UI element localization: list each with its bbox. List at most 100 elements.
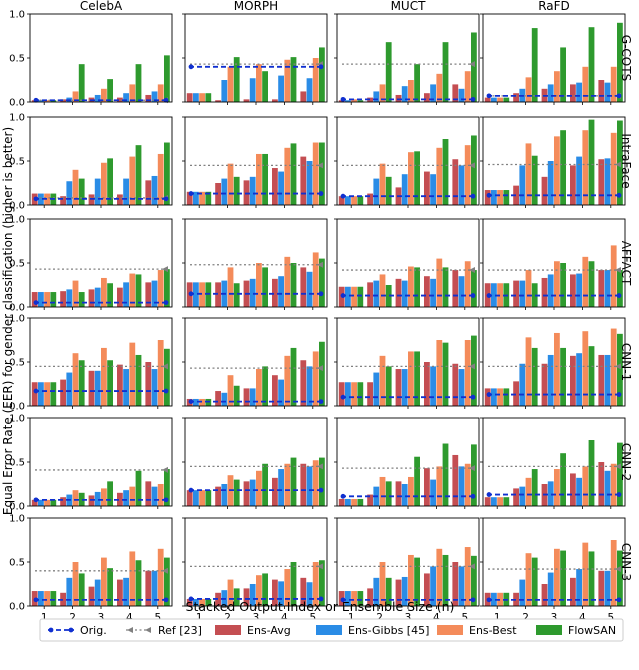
ref-arrow-marker: [317, 365, 323, 372]
bar-ens-gibbs-1: [38, 193, 44, 205]
bar-flowsan-3: [560, 550, 566, 606]
bar-ens-avg-2: [215, 100, 221, 102]
bar-ens-avg-2: [60, 497, 66, 506]
bar-flowsan-3: [262, 153, 268, 205]
bar-ens-best-2: [525, 553, 532, 606]
x-tick-label-3: 3: [98, 612, 105, 624]
panel-intraface-celeba: 0.0 0.5 1.0: [9, 113, 173, 212]
bar-ens-avg-2: [215, 391, 221, 406]
bar-ens-best-3: [554, 71, 560, 102]
panel-cnn-3-celeba: 0.0 0.5 1.0 1 2 3 4 5: [9, 514, 173, 624]
bar-ens-gibbs-3: [249, 278, 256, 307]
x-tick-label-4: 4: [579, 612, 586, 624]
legend-marker-orig-left: [48, 627, 54, 633]
bar-flowsan-3: [262, 71, 268, 102]
bar-flowsan-2: [531, 469, 538, 506]
bar-ens-avg-5: [452, 270, 459, 307]
bar-ens-best-3: [256, 64, 262, 102]
bar-flowsan-5: [471, 335, 477, 406]
bar-ens-avg-3: [395, 278, 402, 307]
orig-marker-right: [318, 291, 324, 297]
bar-ens-best-4: [129, 84, 136, 102]
bar-flowsan-5: [617, 550, 623, 606]
bar-ens-best-3: [408, 554, 414, 606]
bar-ens-avg-2: [513, 93, 519, 102]
panel-cnn-1-rafd: [480, 317, 626, 409]
bar-ens-gibbs-4: [123, 369, 129, 406]
bar-ens-best-4: [129, 551, 136, 606]
bar-ens-avg-2: [215, 282, 221, 307]
x-tick-label-2: 2: [522, 612, 529, 624]
bar-ens-best-1: [199, 93, 205, 102]
row-headers: G-COTS IntraFace AFFACT CNN-1 CNN-2 CNN-3: [619, 35, 633, 581]
bar-flowsan-4: [135, 354, 142, 406]
bar-ens-avg-4: [272, 375, 278, 406]
orig-marker-right: [616, 293, 622, 298]
bar-ens-gibbs-5: [458, 369, 465, 406]
bar-ens-best-2: [72, 353, 79, 406]
x-axis-label: Stacked Output Index or Ensemble Size (n…: [186, 599, 455, 614]
bar-ens-avg-3: [395, 369, 402, 406]
bar-ens-gibbs-2: [221, 392, 228, 406]
y-tick-label: 1.0: [9, 414, 25, 425]
bar-ens-gibbs-5: [604, 270, 611, 307]
bar-ens-gibbs-5: [151, 175, 158, 205]
bar-ens-best-3: [554, 469, 560, 506]
orig-marker-right: [318, 596, 324, 602]
bar-ens-gibbs-5: [306, 78, 313, 102]
bar-ens-avg-2: [513, 185, 519, 205]
orig-marker-right: [163, 300, 169, 305]
bar-ens-gibbs-3: [249, 176, 256, 205]
bar-ens-best-2: [525, 77, 532, 102]
orig-marker-left: [33, 300, 39, 305]
bar-ens-gibbs-3: [401, 280, 408, 307]
bar-ens-avg-4: [117, 97, 123, 102]
bar-ens-gibbs-3: [249, 584, 256, 606]
bar-ens-gibbs-3: [547, 161, 554, 205]
bar-ens-best-2: [227, 66, 234, 102]
bar-flowsan-5: [164, 469, 170, 506]
bar-ens-avg-4: [570, 274, 576, 307]
bar-ens-avg-5: [145, 282, 152, 307]
bar-ens-best-5: [157, 548, 164, 606]
orig-marker-left: [188, 399, 194, 404]
bar-ens-gibbs-3: [249, 78, 256, 102]
bar-ens-avg-4: [570, 473, 576, 506]
orig-marker-right: [163, 597, 169, 603]
x-tick-label-2: 2: [376, 612, 383, 624]
bar-ens-gibbs-4: [278, 75, 284, 102]
bar-flowsan-2: [78, 178, 85, 205]
panel-cnn-2-morph: [182, 417, 328, 509]
x-tick-label-3: 3: [253, 612, 260, 624]
bar-flowsan-5: [617, 442, 623, 506]
orig-marker-left: [188, 291, 194, 297]
bar-flowsan-4: [290, 347, 297, 406]
bar-ens-gibbs-1: [345, 382, 351, 406]
ref-arrow-marker: [615, 161, 621, 168]
bar-flowsan-2: [233, 176, 240, 205]
bar-ens-best-2: [379, 163, 386, 205]
bar-ens-avg-5: [452, 562, 459, 606]
bar-ens-avg-3: [243, 588, 250, 606]
legend-swatch-ens-best: [437, 625, 463, 635]
bar-ens-avg-4: [272, 168, 278, 205]
ref-arrow-marker: [317, 463, 323, 470]
bar-ens-best-5: [157, 270, 164, 307]
orig-marker-right: [470, 597, 476, 603]
bar-ens-best-1: [497, 190, 503, 205]
bar-ens-best-4: [582, 542, 589, 606]
orig-marker-right: [616, 192, 622, 198]
ref-arrow-marker: [469, 162, 475, 169]
y-tick-label: 1.0: [9, 113, 25, 124]
x-tick-label-5: 5: [309, 612, 316, 624]
bar-ens-gibbs-4: [123, 490, 129, 506]
orig-marker-left: [486, 492, 492, 497]
bar-ens-best-3: [101, 347, 107, 406]
bar-flowsan-1: [503, 388, 510, 406]
panel-cnn-2-rafd: [480, 417, 626, 509]
bar-ens-gibbs-5: [604, 82, 611, 102]
row-header-cnn-2: CNN-2: [619, 443, 633, 481]
bar-ens-gibbs-4: [576, 569, 582, 606]
bar-flowsan-1: [503, 97, 510, 102]
bar-ens-avg-4: [424, 468, 430, 506]
